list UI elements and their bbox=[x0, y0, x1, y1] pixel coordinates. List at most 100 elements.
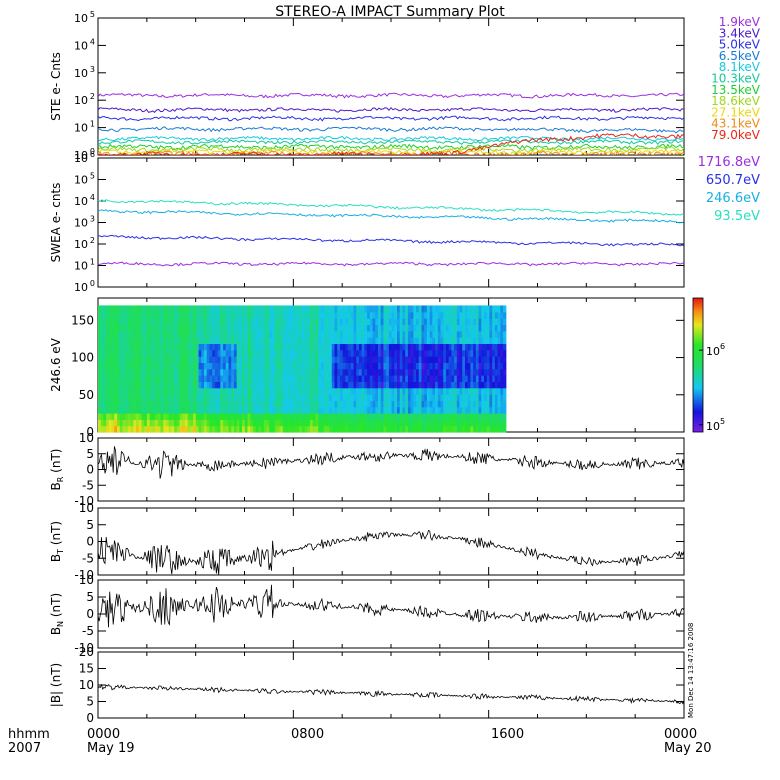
pad-cell bbox=[358, 381, 363, 389]
pad-cell bbox=[261, 343, 265, 351]
pad-cell bbox=[296, 356, 300, 363]
pad-cell bbox=[429, 356, 433, 363]
pad-cell bbox=[323, 381, 327, 389]
pad-cell bbox=[174, 311, 178, 319]
pad-cell bbox=[467, 419, 472, 427]
pad-cell bbox=[236, 394, 240, 401]
pad-cell bbox=[261, 324, 265, 332]
pad-cell bbox=[136, 413, 140, 420]
pad-cell bbox=[383, 375, 387, 382]
pad-cell bbox=[503, 381, 507, 389]
pad-cell bbox=[301, 419, 306, 427]
pad-cell bbox=[478, 406, 482, 414]
pad-cell bbox=[318, 324, 322, 332]
pad-cell bbox=[481, 337, 485, 345]
pad-cell bbox=[152, 356, 156, 363]
pad-cell bbox=[138, 425, 143, 433]
pad-cell bbox=[416, 413, 420, 420]
pad-cell bbox=[144, 343, 148, 351]
pad-cell bbox=[304, 419, 308, 427]
pad-cell bbox=[119, 425, 124, 433]
pad-cell bbox=[152, 330, 156, 338]
pad-cell bbox=[432, 381, 436, 389]
pad-cell bbox=[481, 324, 485, 332]
pad-cell bbox=[369, 356, 374, 363]
pad-cell bbox=[492, 311, 496, 319]
pad-cell bbox=[429, 318, 433, 326]
pad-cell bbox=[174, 368, 178, 376]
pad-cell bbox=[182, 375, 186, 382]
pad-cell bbox=[138, 324, 143, 332]
pad-cell bbox=[269, 394, 273, 401]
pad-cell bbox=[100, 381, 105, 389]
pad-cell bbox=[462, 406, 466, 414]
pad-cell bbox=[157, 362, 162, 370]
pad-cell bbox=[174, 337, 178, 345]
pad-cell bbox=[318, 343, 322, 351]
pad-cell bbox=[348, 330, 352, 338]
pad-cell bbox=[307, 330, 311, 338]
ste-series-43.1keV bbox=[98, 150, 684, 155]
pad-cell bbox=[304, 318, 308, 326]
pad-cell bbox=[503, 406, 507, 414]
pad-cell bbox=[269, 343, 273, 351]
pad-cell bbox=[334, 337, 338, 345]
pad-cell bbox=[198, 425, 202, 433]
pad-cell bbox=[271, 349, 276, 357]
pad-cell bbox=[247, 305, 251, 313]
pad-cell bbox=[269, 324, 273, 332]
pad-cell bbox=[225, 375, 230, 382]
pad-cell bbox=[451, 400, 455, 408]
pad-cell bbox=[339, 425, 344, 433]
pad-cell bbox=[187, 343, 192, 351]
pad-cell bbox=[247, 419, 251, 427]
pad-cell bbox=[478, 400, 482, 408]
pad-cell bbox=[413, 419, 417, 427]
pad-cell bbox=[454, 305, 458, 313]
pad-cell bbox=[454, 362, 458, 370]
pad-cell bbox=[484, 362, 488, 370]
pad-cell bbox=[440, 375, 444, 382]
y-tick-label: 150 bbox=[71, 313, 94, 327]
pad-cell bbox=[478, 368, 482, 376]
pad-cell bbox=[252, 400, 257, 408]
pad-cell bbox=[277, 375, 281, 382]
pad-cell bbox=[239, 343, 243, 351]
pad-cell bbox=[242, 330, 246, 338]
pad-cell bbox=[435, 400, 439, 408]
pad-cell bbox=[220, 305, 224, 313]
pad-cell bbox=[484, 387, 488, 395]
pad-cell bbox=[261, 425, 265, 433]
pad-cell bbox=[388, 356, 393, 363]
pad-cell bbox=[291, 368, 295, 376]
pad-cell bbox=[220, 330, 224, 338]
pad-cell bbox=[214, 362, 219, 370]
pad-cell bbox=[388, 349, 393, 357]
pad-cell bbox=[201, 343, 205, 351]
pad-cell bbox=[133, 324, 137, 332]
pad-cell bbox=[367, 368, 371, 376]
pad-cell bbox=[432, 356, 436, 363]
pad-cell bbox=[454, 387, 458, 395]
pad-cell bbox=[296, 387, 300, 395]
pad-cell bbox=[375, 381, 379, 389]
pad-cell bbox=[383, 362, 387, 370]
pad-cell bbox=[285, 425, 289, 433]
pad-cell bbox=[353, 337, 357, 345]
pad-cell bbox=[451, 330, 455, 338]
pad-cell bbox=[247, 375, 251, 382]
pad-cell bbox=[353, 400, 357, 408]
pad-cell bbox=[459, 343, 463, 351]
pad-cell bbox=[280, 330, 284, 338]
pad-cell bbox=[252, 337, 257, 345]
pad-cell bbox=[467, 362, 472, 370]
pad-cell bbox=[231, 311, 235, 319]
y-tick-label: 10 bbox=[74, 217, 88, 230]
pad-cell bbox=[337, 375, 341, 382]
pad-cell bbox=[122, 337, 126, 345]
pad-cell bbox=[429, 381, 433, 389]
pad-cell bbox=[312, 343, 317, 351]
pad-cell bbox=[146, 425, 151, 433]
pad-cell bbox=[176, 356, 181, 363]
pad-cell bbox=[136, 425, 140, 433]
